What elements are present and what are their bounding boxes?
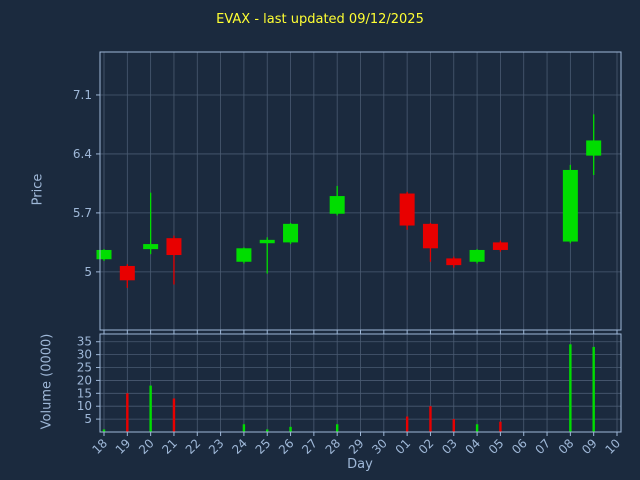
x-axis-label: Day [347, 457, 373, 472]
x-tick-label: 28 [323, 436, 344, 457]
volume-bar [126, 393, 129, 432]
candle-body [562, 169, 578, 242]
chart-title: EVAX - last updated 09/12/2025 [216, 12, 424, 27]
candle-body [166, 238, 182, 256]
x-tick-label: 21 [159, 436, 180, 457]
x-tick-label: 24 [229, 436, 250, 457]
x-tick-label: 01 [393, 436, 414, 457]
x-tick-label: 30 [369, 436, 390, 457]
candle-body [586, 140, 602, 156]
volume-tick-label: 35 [77, 335, 92, 349]
candle-body [446, 258, 462, 266]
x-tick-label: 25 [253, 436, 274, 457]
x-tick-label: 26 [276, 436, 297, 457]
volume-tick-label: 20 [77, 373, 92, 387]
x-tick-label: 05 [486, 436, 507, 457]
volume-bar [569, 344, 572, 432]
candle-body [143, 244, 159, 250]
candle-body [329, 196, 345, 214]
x-tick-label: 02 [416, 436, 437, 457]
candle-body [399, 193, 415, 226]
volume-bar [452, 419, 455, 432]
x-tick-label: 08 [556, 436, 577, 457]
x-tick-label: 22 [183, 436, 204, 457]
volume-bar [289, 426, 292, 432]
x-tick-label: 27 [299, 436, 320, 457]
price-panel-border [99, 51, 622, 331]
volume-tick-label: 10 [77, 399, 92, 413]
x-tick-label: 04 [463, 436, 484, 457]
candle-body [283, 223, 299, 243]
x-tick-label: 23 [206, 436, 227, 457]
volume-bar [172, 398, 176, 432]
candle-body [236, 248, 252, 262]
price-tick-label: 7.1 [73, 88, 92, 102]
volume-bar [592, 346, 595, 432]
candle-body [96, 249, 112, 260]
volume-bar [475, 424, 479, 432]
volume-tick-label: 30 [77, 348, 92, 362]
candle-body [492, 242, 508, 250]
x-tick-label: 10 [602, 436, 623, 457]
candle-body [259, 239, 275, 244]
x-tick-label: 09 [579, 436, 600, 457]
x-tick-label: 06 [509, 436, 530, 457]
volume-bar [242, 424, 246, 432]
volume-panel-border [99, 333, 622, 433]
price-tick-label: 6.4 [73, 147, 92, 161]
volume-bar [149, 385, 152, 432]
volume-tick-label: 5 [84, 412, 92, 426]
volume-bar [499, 421, 502, 432]
candle-body [119, 265, 135, 281]
x-tick-label: 07 [532, 436, 553, 457]
volume-bar [335, 424, 339, 432]
price-tick-label: 5 [84, 265, 92, 279]
x-tick-label: 29 [346, 436, 367, 457]
candle-body [469, 249, 485, 262]
x-tick-label: 18 [89, 436, 110, 457]
candle-body [422, 223, 438, 249]
volume-bar [429, 406, 432, 432]
volume-bar [405, 416, 409, 432]
volume-tick-label: 15 [77, 386, 92, 400]
volume-bar [102, 429, 106, 432]
x-tick-label: 20 [136, 436, 157, 457]
x-tick-label: 19 [113, 436, 134, 457]
price-tick-label: 5.7 [73, 206, 92, 220]
x-tick-label: 03 [439, 436, 460, 457]
volume-bar [266, 429, 269, 432]
volume-tick-label: 25 [77, 361, 92, 375]
